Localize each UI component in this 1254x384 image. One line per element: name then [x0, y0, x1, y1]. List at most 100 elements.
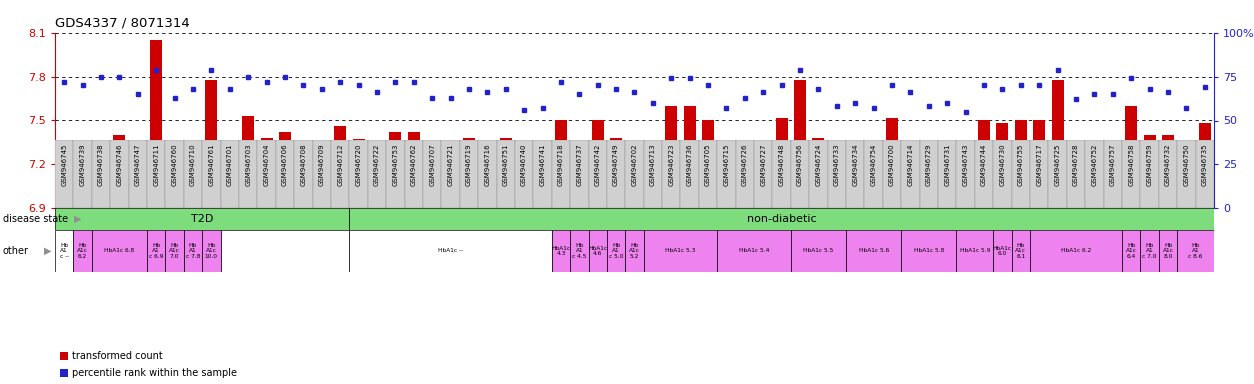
Bar	[1033, 121, 1046, 208]
Text: GSM946706: GSM946706	[282, 143, 288, 186]
Bar	[571, 140, 588, 208]
Bar	[1140, 140, 1159, 208]
Bar	[386, 140, 405, 208]
Text: Hb
A1
c 7.0: Hb A1 c 7.0	[1142, 243, 1157, 259]
Bar	[828, 140, 846, 208]
Bar	[132, 161, 144, 208]
Bar	[1052, 79, 1063, 208]
Text: GSM946758: GSM946758	[1129, 143, 1134, 186]
Text: GSM946751: GSM946751	[503, 143, 509, 186]
Text: GSM946757: GSM946757	[1110, 143, 1116, 186]
Bar	[95, 142, 107, 208]
Bar	[312, 140, 331, 208]
Bar	[647, 167, 658, 208]
Text: GSM946710: GSM946710	[189, 143, 196, 186]
Bar	[60, 352, 68, 360]
Bar	[776, 118, 788, 208]
Bar	[702, 121, 714, 208]
Bar	[588, 230, 607, 272]
Bar	[334, 126, 346, 208]
Bar	[887, 118, 898, 208]
Bar	[533, 140, 552, 208]
Text: GSM946762: GSM946762	[411, 143, 416, 186]
Bar	[957, 140, 974, 208]
Text: HbA1c 5.6: HbA1c 5.6	[859, 248, 889, 253]
Text: GSM946728: GSM946728	[1073, 143, 1078, 186]
Bar	[74, 140, 92, 208]
Bar	[240, 140, 257, 208]
Text: GSM946719: GSM946719	[466, 143, 472, 186]
Bar	[1030, 230, 1122, 272]
Bar	[350, 230, 552, 272]
Text: GSM946753: GSM946753	[393, 143, 399, 186]
Bar	[1085, 140, 1104, 208]
Text: ▶: ▶	[74, 214, 82, 224]
Bar	[904, 147, 917, 208]
Bar	[757, 142, 769, 208]
Bar	[147, 140, 166, 208]
Bar	[571, 230, 588, 272]
Bar	[1014, 121, 1027, 208]
Text: Hb
A1
c --: Hb A1 c --	[59, 243, 69, 259]
Bar	[168, 204, 181, 208]
Text: non-diabetic: non-diabetic	[747, 214, 816, 224]
Text: GSM946705: GSM946705	[705, 143, 711, 186]
Bar	[1122, 140, 1140, 208]
Bar	[1104, 140, 1122, 208]
Bar	[868, 186, 879, 208]
Text: GSM946741: GSM946741	[539, 143, 545, 186]
Text: GSM946715: GSM946715	[724, 143, 730, 186]
Bar	[76, 152, 89, 208]
Text: GSM946732: GSM946732	[1165, 143, 1171, 186]
Text: GSM946702: GSM946702	[632, 143, 637, 186]
Text: Hb
A1c
6.2: Hb A1c 6.2	[78, 243, 88, 259]
Text: Hb
A1c
6.1: Hb A1c 6.1	[1016, 243, 1026, 259]
Text: GSM946739: GSM946739	[79, 143, 85, 186]
Text: GSM946729: GSM946729	[925, 143, 932, 186]
Text: GSM946700: GSM946700	[889, 143, 895, 186]
Text: GSM946759: GSM946759	[1146, 143, 1152, 186]
Bar	[666, 106, 677, 208]
Text: other: other	[3, 246, 29, 256]
Text: GSM946750: GSM946750	[1184, 143, 1189, 186]
Text: Hb
A1c
10.0: Hb A1c 10.0	[204, 243, 218, 259]
Bar	[794, 79, 806, 208]
Text: Hb
A1
c 7.8: Hb A1 c 7.8	[186, 243, 201, 259]
Bar	[150, 40, 162, 208]
Bar	[55, 208, 350, 230]
Bar	[662, 140, 681, 208]
Text: GSM946716: GSM946716	[484, 143, 490, 186]
Text: GSM946738: GSM946738	[98, 143, 104, 186]
Bar	[147, 230, 166, 272]
Text: GDS4337 / 8071314: GDS4337 / 8071314	[55, 17, 189, 30]
Text: Hb
A1
c 4.5: Hb A1 c 4.5	[572, 243, 587, 259]
Bar	[974, 140, 993, 208]
Bar	[552, 140, 571, 208]
Text: transformed count: transformed count	[71, 351, 163, 361]
Bar	[110, 140, 129, 208]
Bar	[426, 164, 438, 208]
Text: GSM946735: GSM946735	[1201, 143, 1208, 186]
Bar	[261, 138, 272, 208]
Text: Hb
A1
c 8.6: Hb A1 c 8.6	[1189, 243, 1203, 259]
Text: GSM946754: GSM946754	[870, 143, 877, 186]
Bar	[352, 139, 365, 208]
Bar	[1178, 140, 1195, 208]
Bar	[643, 230, 717, 272]
Bar	[92, 140, 110, 208]
Text: GSM946703: GSM946703	[246, 143, 251, 186]
Bar	[445, 164, 456, 208]
Bar	[460, 140, 478, 208]
Bar	[537, 182, 548, 208]
Bar	[813, 138, 824, 208]
Bar	[997, 123, 1008, 208]
Bar	[405, 140, 423, 208]
Bar	[791, 230, 846, 272]
Bar	[276, 140, 295, 208]
Bar	[846, 140, 864, 208]
Text: Hb
A1c
7.0: Hb A1c 7.0	[169, 243, 181, 259]
Text: HbA1c 6.2: HbA1c 6.2	[1061, 248, 1091, 253]
Bar	[331, 140, 350, 208]
Bar	[202, 230, 221, 272]
Bar	[221, 140, 240, 208]
